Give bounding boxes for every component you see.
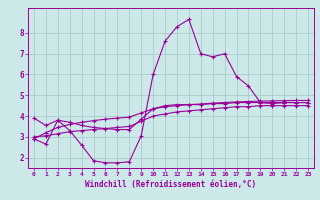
X-axis label: Windchill (Refroidissement éolien,°C): Windchill (Refroidissement éolien,°C) <box>85 180 257 189</box>
